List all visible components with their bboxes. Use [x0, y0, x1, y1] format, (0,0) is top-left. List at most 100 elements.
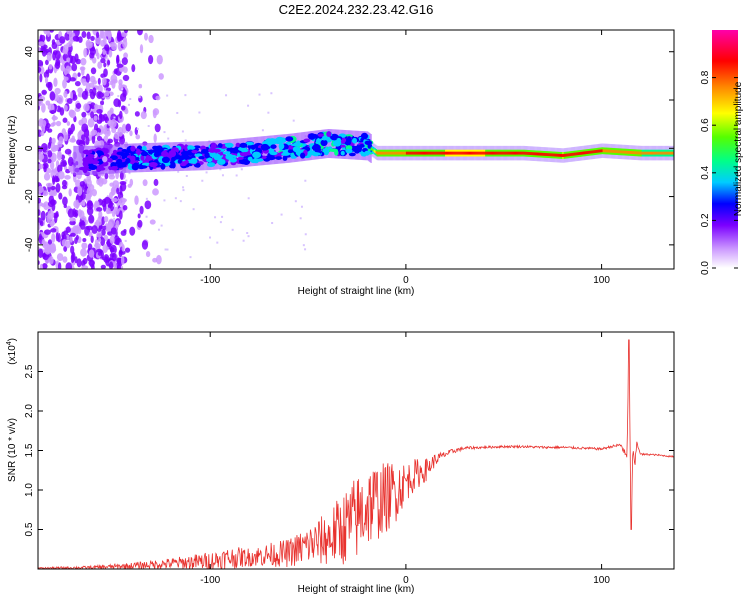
heatmap-cell: [107, 59, 111, 66]
heatmap-cell: [591, 150, 594, 154]
heatmap-cell: [38, 163, 44, 170]
heatmap-cell: [586, 151, 589, 154]
heatmap-cell: [498, 151, 501, 155]
heatmap-cell: [360, 132, 369, 140]
heatmap-cell: [371, 148, 374, 151]
heatmap-cell: [97, 251, 103, 256]
heatmap-cell: [129, 226, 136, 236]
heatmap-cell: [613, 149, 615, 153]
heatmap-cell: [39, 220, 44, 227]
heatmap-cell: [486, 151, 488, 155]
heatmap-cell: [583, 151, 586, 155]
heatmap-cell: [75, 234, 79, 241]
heatmap-cell: [311, 152, 321, 156]
heatmap-cell: [426, 151, 428, 155]
heatmap-cell: [542, 152, 545, 156]
heatmap-cell: [139, 165, 148, 169]
heatmap-cell: [53, 77, 58, 88]
heatmap-cell: [47, 103, 55, 111]
tick-label: -20: [24, 189, 35, 204]
heatmap-cell: [181, 130, 184, 133]
heatmap-cell: [520, 151, 522, 155]
heatmap-cell: [69, 91, 74, 101]
heatmap-cell: [95, 31, 100, 39]
heatmap-cell: [177, 170, 180, 173]
heatmap-cell: [476, 151, 478, 155]
heatmap-cell: [649, 151, 651, 155]
spectrogram-heatmap: [38, 30, 674, 269]
heatmap-cell: [47, 158, 52, 164]
heatmap-cell: [635, 151, 638, 155]
heatmap-cell: [135, 134, 141, 140]
heatmap-cell: [221, 215, 224, 218]
heatmap-cell: [475, 151, 477, 155]
heatmap-cell: [463, 151, 466, 155]
heatmap-cell: [364, 140, 373, 146]
heatmap-cell: [107, 119, 115, 127]
heatmap-cell: [124, 247, 131, 253]
heatmap-cell: [397, 151, 399, 155]
heatmap-cell: [113, 98, 121, 108]
heatmap-cell: [54, 213, 58, 224]
heatmap-cell: [657, 151, 659, 155]
heatmap-cell: [120, 182, 127, 192]
heatmap-cell: [611, 149, 613, 153]
heatmap-cell: [101, 225, 108, 230]
heatmap-cell: [226, 147, 232, 152]
heatmap-cell: [537, 152, 540, 156]
heatmap-cell: [109, 235, 115, 244]
heatmap-cell: [96, 231, 102, 238]
heatmap-cell: [88, 249, 95, 258]
heatmap-cell: [644, 151, 647, 155]
heatmap-cell: [561, 154, 563, 157]
heatmap-cell: [93, 115, 98, 121]
heatmap-cell: [155, 254, 162, 265]
heatmap-cell: [145, 197, 148, 200]
heatmap-cell: [198, 111, 201, 114]
heatmap-cell: [627, 150, 629, 154]
heatmap-cell: [103, 36, 107, 47]
heatmap-cell: [38, 222, 41, 231]
heatmap-cell: [663, 151, 665, 155]
heatmap-cell: [637, 151, 640, 155]
heatmap-cell: [340, 144, 346, 148]
heatmap-cell: [127, 183, 132, 188]
heatmap-cell: [119, 171, 124, 180]
snr-xlabel: Height of straight line (km): [298, 584, 415, 595]
heatmap-cell: [91, 133, 96, 144]
heatmap-cell: [379, 151, 381, 155]
heatmap-cell: [278, 142, 285, 150]
heatmap-cell: [580, 151, 582, 155]
heatmap-cell: [538, 152, 541, 156]
heatmap-cell: [75, 145, 78, 175]
heatmap-cell: [217, 143, 223, 148]
heatmap-cell: [69, 109, 76, 119]
heatmap-cell: [513, 151, 515, 155]
heatmap-cell: [470, 151, 472, 155]
heatmap-cell: [488, 151, 490, 155]
heatmap-cell: [543, 152, 546, 156]
heatmap-cell: [442, 151, 444, 155]
heatmap-cell: [348, 152, 356, 157]
heatmap-cell: [446, 151, 449, 155]
heatmap-cell: [41, 190, 49, 197]
heatmap-cell: [545, 153, 548, 156]
heatmap-cell: [54, 50, 61, 60]
heatmap-cell: [78, 119, 84, 126]
heatmap-cell: [558, 153, 560, 157]
heatmap-cell: [85, 73, 90, 83]
heatmap-cell: [45, 122, 51, 129]
heatmap-cell: [80, 215, 87, 221]
tick-label: 0.4: [700, 165, 711, 179]
heatmap-cell: [177, 159, 182, 164]
heatmap-cell: [295, 140, 302, 147]
heatmap-cell: [500, 151, 503, 155]
heatmap-cell: [152, 145, 159, 150]
heatmap-cell: [643, 151, 646, 155]
heatmap-cell: [448, 151, 451, 155]
heatmap-cell: [415, 151, 418, 155]
heatmap-cell: [216, 241, 219, 244]
heatmap-cell: [185, 174, 188, 177]
heatmap-cell: [104, 172, 109, 180]
heatmap-cell: [667, 151, 669, 155]
